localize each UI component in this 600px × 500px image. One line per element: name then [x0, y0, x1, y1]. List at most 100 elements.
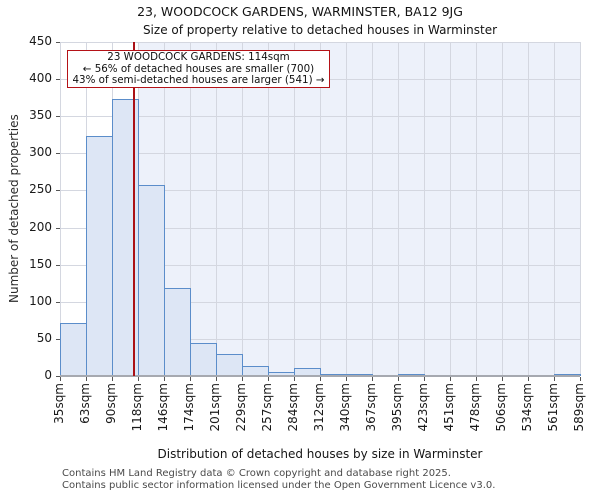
- x-tick-mark: [450, 377, 452, 381]
- vertical-gridline: [475, 42, 477, 376]
- annotation-line-3: 43% of semi-detached houses are larger (…: [72, 74, 325, 87]
- x-tick-mark: [137, 377, 139, 381]
- x-tick-label: 90sqm: [103, 383, 118, 424]
- x-tick-label: 257sqm: [260, 383, 275, 432]
- x-tick-mark: [60, 377, 61, 381]
- x-tick-label: 174sqm: [182, 383, 197, 432]
- x-tick-label: 63sqm: [78, 383, 93, 424]
- y-tick-label: 350: [29, 108, 52, 123]
- y-tick-label: 0: [44, 368, 52, 382]
- horizontal-gridline: [60, 153, 580, 155]
- vertical-gridline: [215, 42, 217, 376]
- x-tick-label: 229sqm: [234, 383, 249, 432]
- y-tick-mark: [56, 338, 60, 340]
- vertical-gridline: [190, 42, 192, 376]
- x-tick-label: 423sqm: [416, 383, 431, 432]
- vertical-gridline: [502, 42, 504, 376]
- x-tick-label: 118sqm: [129, 383, 144, 432]
- horizontal-gridline: [60, 227, 580, 229]
- y-tick-label: 100: [29, 293, 52, 308]
- x-tick-label: 312sqm: [312, 383, 326, 432]
- histogram-bar: [190, 343, 217, 376]
- vertical-gridline: [371, 42, 373, 376]
- x-tick-label: 395sqm: [389, 383, 404, 432]
- x-tick-label: 478sqm: [467, 383, 482, 432]
- chart-title: 23, WOODCOCK GARDENS, WARMINSTER, BA12 9…: [137, 4, 463, 19]
- x-tick-mark: [164, 377, 166, 381]
- horizontal-gridline: [60, 264, 580, 266]
- annotation-box: 23 WOODCOCK GARDENS: 114sqm ← 56% of det…: [67, 50, 330, 88]
- y-tick-mark: [56, 264, 60, 266]
- x-tick-label: 201sqm: [207, 383, 222, 432]
- x-tick-label: 506sqm: [494, 383, 509, 432]
- y-tick-mark: [56, 301, 60, 303]
- x-tick-mark: [86, 377, 88, 381]
- x-tick-mark: [346, 377, 348, 381]
- y-tick-label: 200: [29, 219, 52, 234]
- y-tick-label: 150: [29, 256, 52, 271]
- x-axis-line: [60, 375, 580, 377]
- annotation-line-1: 23 WOODCOCK GARDENS: 114sqm: [107, 51, 290, 63]
- histogram-bar: [215, 353, 244, 376]
- x-tick-label: 561sqm: [545, 383, 560, 432]
- vertical-gridline: [60, 42, 61, 376]
- x-tick-label: 146sqm: [156, 383, 171, 432]
- y-tick-mark: [56, 79, 60, 81]
- x-tick-mark: [475, 377, 477, 381]
- x-tick-label: 340sqm: [338, 383, 353, 432]
- x-tick-label: 589sqm: [572, 383, 586, 432]
- x-tick-mark: [424, 377, 426, 381]
- x-tick-mark: [190, 377, 192, 381]
- y-tick-label: 450: [29, 34, 52, 48]
- x-tick-mark: [528, 377, 530, 381]
- y-tick-mark: [56, 153, 60, 155]
- vertical-gridline: [293, 42, 295, 376]
- x-tick-mark: [242, 377, 244, 381]
- histogram-bar: [60, 322, 88, 376]
- vertical-gridline: [268, 42, 270, 376]
- x-tick-label: 367sqm: [363, 383, 378, 432]
- histogram-bar: [164, 288, 192, 376]
- x-tick-mark: [580, 377, 581, 381]
- larger-region-shading: [137, 42, 580, 376]
- vertical-gridline: [397, 42, 399, 376]
- y-axis-label: Number of detached properties: [7, 114, 21, 304]
- horizontal-gridline: [60, 116, 580, 118]
- x-tick-mark: [397, 377, 399, 381]
- y-tick-mark: [56, 190, 60, 192]
- x-tick-mark: [502, 377, 504, 381]
- x-tick-label: 284sqm: [285, 383, 300, 432]
- footer-line-1: Contains HM Land Registry data © Crown c…: [62, 468, 451, 479]
- x-tick-label: 35sqm: [52, 383, 66, 424]
- vertical-gridline: [242, 42, 244, 376]
- x-tick-mark: [111, 377, 113, 381]
- vertical-gridline: [553, 42, 555, 376]
- horizontal-gridline: [60, 42, 580, 43]
- plot-area: 23 WOODCOCK GARDENS: 114sqm ← 56% of det…: [60, 42, 581, 377]
- y-tick-label: 400: [29, 71, 52, 86]
- license-footer: Contains HM Land Registry data © Crown c…: [62, 468, 592, 491]
- x-tick-mark: [268, 377, 270, 381]
- x-tick-mark: [215, 377, 217, 381]
- x-tick-label: 534sqm: [520, 383, 535, 432]
- vertical-gridline: [528, 42, 530, 376]
- y-tick-label: 50: [36, 330, 52, 345]
- histogram-bar: [137, 184, 166, 376]
- chart-subtitle: Size of property relative to detached ho…: [142, 23, 498, 37]
- vertical-gridline: [580, 42, 581, 376]
- vertical-gridline: [424, 42, 426, 376]
- vertical-gridline: [320, 42, 321, 376]
- x-tick-mark: [320, 377, 321, 381]
- vertical-gridline: [346, 42, 348, 376]
- horizontal-gridline: [60, 338, 580, 340]
- y-tick-mark: [56, 116, 60, 118]
- annotation-line-2: ← 56% of detached houses are smaller (70…: [82, 62, 315, 75]
- footer-line-2: Contains public sector information licen…: [62, 479, 496, 491]
- property-size-marker-line: [133, 42, 136, 376]
- x-tick-mark: [293, 377, 295, 381]
- y-tick-label: 250: [29, 182, 52, 197]
- x-tick-mark: [371, 377, 373, 381]
- histogram-bar: [86, 135, 113, 376]
- horizontal-gridline: [60, 190, 580, 192]
